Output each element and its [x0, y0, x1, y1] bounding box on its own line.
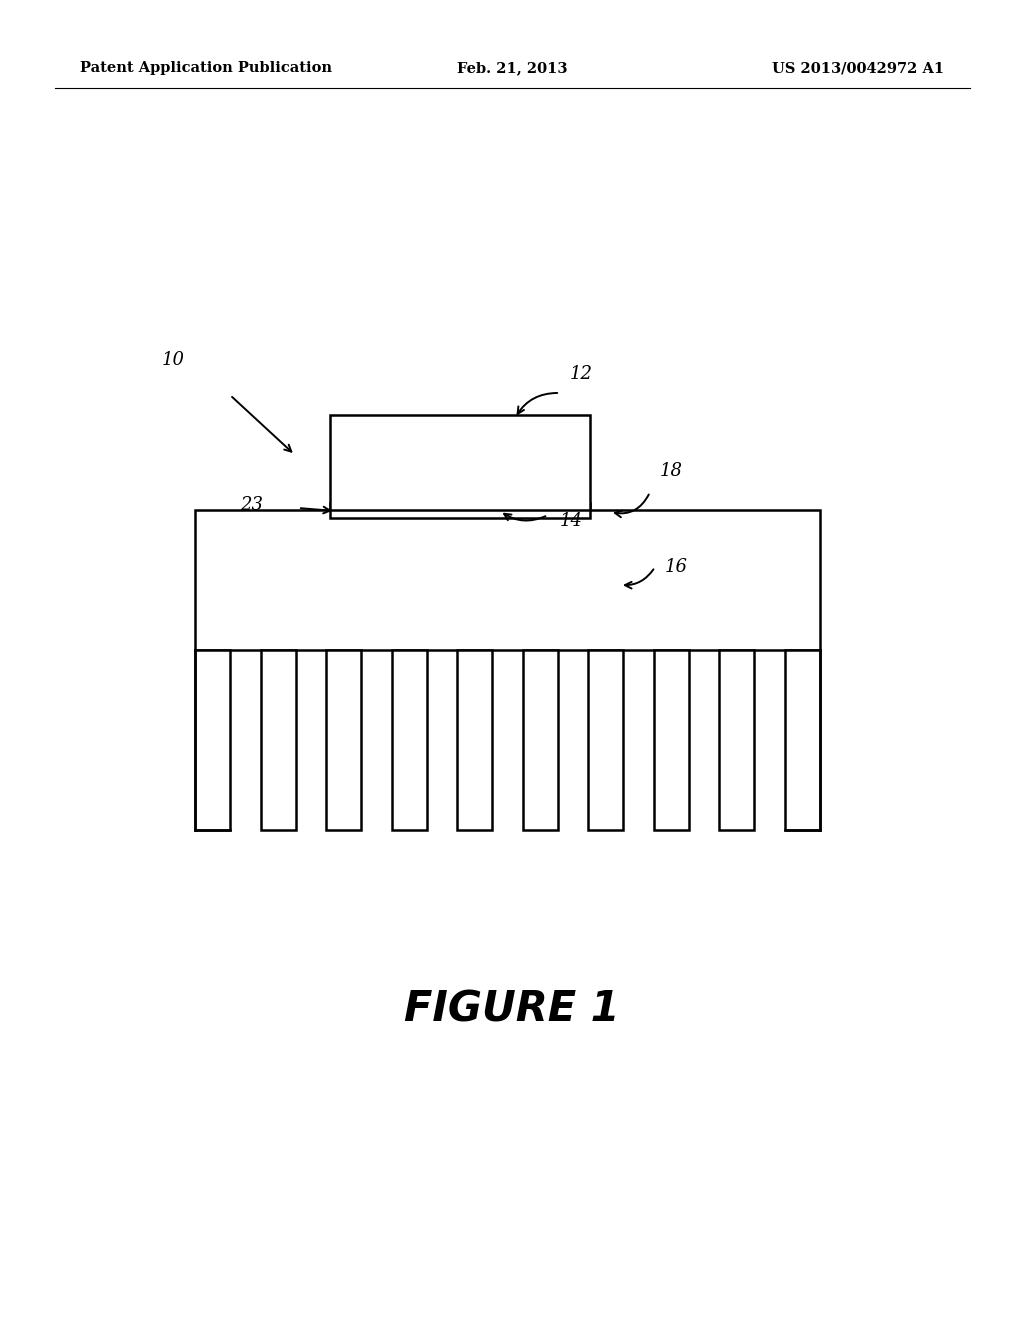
Bar: [330, 503, 590, 517]
Bar: [784, 649, 820, 830]
Text: 16: 16: [665, 558, 688, 576]
Bar: [719, 649, 755, 830]
Bar: [195, 649, 230, 830]
Bar: [522, 649, 558, 830]
Bar: [653, 649, 689, 830]
Bar: [391, 649, 427, 830]
Text: 23: 23: [240, 496, 263, 513]
Text: Feb. 21, 2013: Feb. 21, 2013: [457, 61, 567, 75]
Text: 18: 18: [660, 462, 683, 480]
Bar: [588, 649, 624, 830]
Bar: [326, 649, 361, 830]
Bar: [457, 649, 493, 830]
Text: US 2013/0042972 A1: US 2013/0042972 A1: [772, 61, 944, 75]
Text: 14: 14: [560, 512, 583, 531]
Bar: [260, 649, 296, 830]
Bar: [195, 510, 820, 649]
Bar: [330, 414, 590, 510]
Text: 10: 10: [162, 351, 185, 370]
Text: Patent Application Publication: Patent Application Publication: [80, 61, 332, 75]
Text: 12: 12: [570, 366, 593, 383]
Text: FIGURE 1: FIGURE 1: [404, 989, 620, 1031]
